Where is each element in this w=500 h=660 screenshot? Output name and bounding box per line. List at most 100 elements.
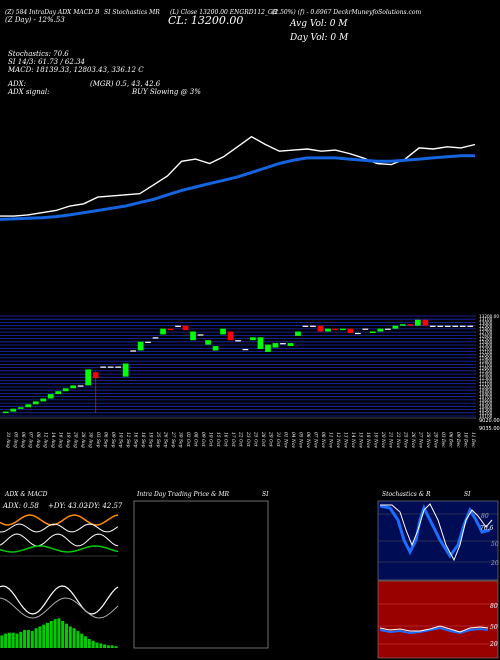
price-tick-label: 12900 bbox=[479, 324, 493, 329]
date-tick-label: 10 Sep bbox=[118, 432, 123, 448]
stoch-background bbox=[377, 500, 499, 581]
price-tick-label: 12600 bbox=[479, 333, 493, 338]
candle bbox=[17, 407, 24, 409]
adx-macd-panel bbox=[0, 514, 119, 648]
price-tick-label: 12200 bbox=[479, 346, 493, 351]
avg-vol: Avg Vol: 0 M bbox=[290, 19, 348, 29]
candle bbox=[175, 325, 181, 327]
price-tick-label: 11300 bbox=[479, 375, 493, 380]
candle bbox=[92, 372, 99, 379]
macd-histogram-bar bbox=[114, 646, 118, 648]
candle bbox=[190, 331, 196, 341]
candle bbox=[340, 328, 346, 331]
macd-histogram-bar bbox=[65, 623, 68, 648]
minus-dy-line bbox=[0, 533, 119, 547]
candle bbox=[325, 328, 331, 332]
candle bbox=[377, 328, 384, 332]
bottom-price-label: 9035.00 bbox=[479, 426, 500, 432]
date-tick-label: 02 Oct bbox=[185, 432, 190, 447]
candle bbox=[32, 401, 39, 405]
date-tick-label: 30 Aug bbox=[88, 432, 93, 448]
candle bbox=[167, 328, 174, 331]
candle bbox=[370, 331, 376, 333]
price-tick-label: 10300 bbox=[479, 408, 493, 413]
macd-histogram-bar bbox=[61, 621, 65, 648]
price-tick-label: 10500 bbox=[479, 401, 493, 406]
date-tick-label: 26 Nov bbox=[410, 431, 415, 448]
moving-average-line bbox=[0, 154, 475, 221]
date-tick-label: 06 Dec bbox=[447, 432, 452, 448]
price-tick-label: 12400 bbox=[479, 340, 493, 345]
price-tick-label: 11100 bbox=[479, 382, 493, 387]
macd-histogram-bar bbox=[7, 632, 11, 648]
macd-signal-line bbox=[0, 597, 119, 619]
price-ma-chart bbox=[0, 135, 476, 221]
candle bbox=[257, 337, 264, 349]
date-tick-label: 06 Nov bbox=[305, 432, 310, 448]
date-tick-label: 07 Aug bbox=[28, 432, 33, 448]
date-tick-label: 09 Dec bbox=[455, 432, 460, 448]
macd-histogram-bar bbox=[30, 630, 34, 648]
price-tick-label: 12700 bbox=[479, 330, 493, 335]
macd-histogram-bar bbox=[76, 630, 80, 648]
candle bbox=[227, 331, 234, 341]
date-tick-label: 20 Nov bbox=[380, 431, 385, 448]
date-tick-label: 10 Dec bbox=[462, 432, 467, 448]
intraday-panel-title: Intra Day Trading Price & MR bbox=[137, 491, 230, 498]
adx-green-line bbox=[0, 545, 119, 553]
date-tick-label: 30 Sep bbox=[178, 432, 183, 448]
price-tick-label: 13100 bbox=[479, 317, 493, 322]
date-tick-label: 22 Nov bbox=[395, 431, 400, 448]
si-background bbox=[377, 580, 499, 659]
candle bbox=[385, 328, 391, 330]
macd-histogram-bar bbox=[42, 624, 46, 648]
si-blue-line bbox=[379, 626, 489, 635]
candle bbox=[182, 325, 189, 331]
price-tick-label: 10700 bbox=[479, 395, 493, 400]
candle bbox=[212, 346, 219, 351]
date-tick-label: 12 Aug bbox=[43, 432, 48, 448]
date-tick-label: 28 Nov bbox=[425, 431, 430, 448]
stoch-d-line bbox=[380, 503, 493, 562]
date-tick-label: 26 Sep bbox=[163, 431, 168, 448]
price-tick-label: 12500 bbox=[479, 337, 493, 342]
stoch-title: SI Stochastics MR bbox=[104, 9, 160, 16]
si-white-line bbox=[379, 625, 489, 633]
macd-line bbox=[0, 585, 119, 615]
price-axis: 13200.0013100130001290012800127001260012… bbox=[479, 314, 500, 432]
candle bbox=[407, 324, 414, 326]
candle bbox=[197, 334, 204, 336]
candle bbox=[332, 328, 339, 331]
candle bbox=[280, 343, 286, 345]
date-tick-label: 03 Sep bbox=[95, 432, 100, 448]
candlestick-chart bbox=[2, 319, 474, 414]
si-line: SI 14/3: 61.73 / 62.34 bbox=[8, 58, 85, 66]
candle bbox=[130, 350, 136, 352]
date-tick-label: 19 Sep bbox=[148, 432, 153, 448]
candle bbox=[392, 325, 399, 329]
candle bbox=[10, 408, 17, 412]
date-tick-label: 06 Aug bbox=[20, 432, 25, 448]
candle bbox=[459, 325, 466, 327]
price-tick-label: 12300 bbox=[479, 343, 493, 348]
candle bbox=[422, 319, 429, 326]
candle bbox=[437, 325, 444, 327]
date-tick-label: 22 Oct bbox=[238, 431, 243, 447]
candle bbox=[145, 341, 151, 343]
price-tick-label: 11800 bbox=[479, 359, 493, 364]
macd-histogram-bar bbox=[106, 645, 110, 648]
macd-histogram-bar bbox=[23, 630, 27, 648]
price-tick-label: 11200 bbox=[479, 379, 493, 384]
date-tick-label: 28 Oct bbox=[260, 431, 265, 447]
macd-histogram-bar bbox=[99, 643, 103, 648]
plus-dy-line bbox=[0, 523, 119, 533]
intraday-frame bbox=[133, 500, 269, 649]
candle bbox=[122, 363, 129, 377]
day-row: (Z Day) - 12%.53 bbox=[5, 16, 65, 24]
plus-dy-label: +DY: 43.02 bbox=[48, 502, 88, 510]
price-tick-label: 13200.00 bbox=[479, 314, 499, 319]
adx-orange-line bbox=[0, 514, 119, 526]
adx-panel-title: ADX & MACD bbox=[5, 491, 48, 498]
candle bbox=[429, 325, 436, 327]
